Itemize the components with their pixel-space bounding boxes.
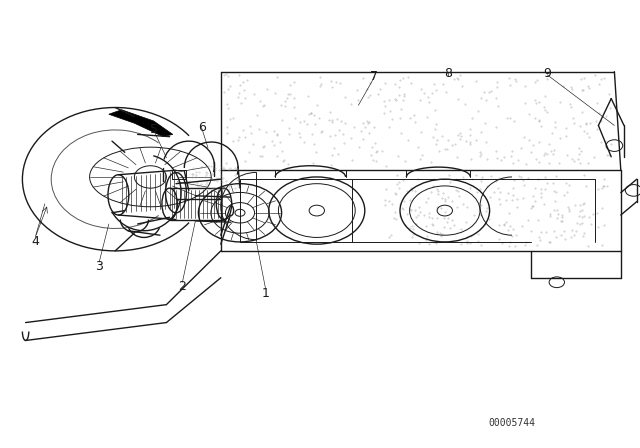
Text: 2: 2	[179, 280, 186, 293]
Polygon shape	[109, 110, 173, 137]
Text: 9: 9	[543, 67, 551, 81]
Text: 6: 6	[198, 121, 205, 134]
Text: 8: 8	[444, 67, 452, 81]
Text: 5: 5	[150, 123, 157, 137]
Text: 4: 4	[31, 235, 39, 249]
Text: 3: 3	[95, 260, 103, 273]
Text: 1: 1	[262, 287, 269, 300]
Text: 00005744: 00005744	[488, 418, 536, 428]
Text: 7: 7	[371, 69, 378, 83]
